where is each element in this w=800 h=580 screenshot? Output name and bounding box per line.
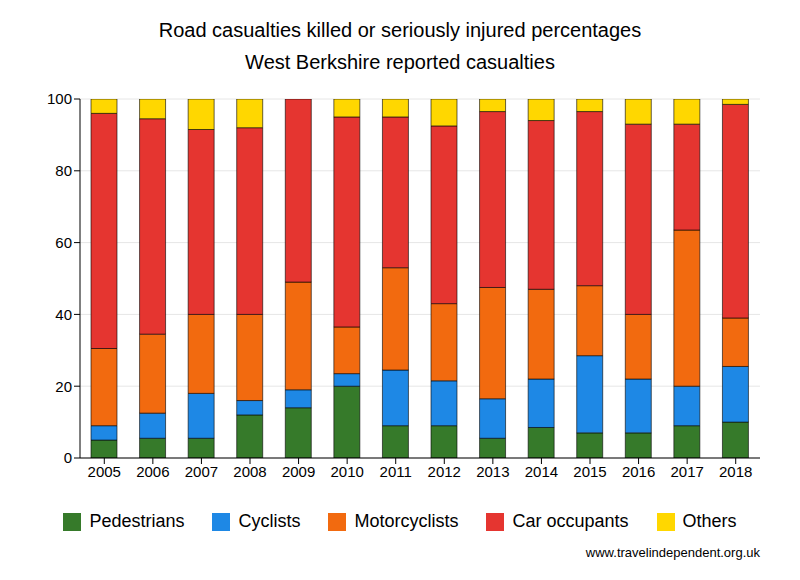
svg-text:2007: 2007 [185, 463, 218, 480]
svg-text:0: 0 [64, 449, 72, 466]
html-text:Cyclists: Cyclists [238, 511, 301, 531]
svg-text:60: 60 [55, 234, 72, 251]
svg-text:80: 80 [55, 162, 72, 179]
html-text:Others: Others [682, 511, 737, 531]
svg-text:2011: 2011 [380, 463, 412, 480]
svg-text:2012: 2012 [428, 463, 461, 480]
svg-text:20: 20 [55, 378, 72, 395]
svg-text:2017: 2017 [670, 463, 703, 480]
svg-text:2015: 2015 [573, 463, 606, 480]
html-text:Car occupants: Car occupants [512, 511, 629, 531]
svg-text:2010: 2010 [330, 463, 363, 480]
html-text:Pedestrians: Pedestrians [89, 511, 185, 531]
svg-text:2008: 2008 [233, 463, 266, 480]
svg-text:100: 100 [47, 90, 72, 107]
svg-text:2013: 2013 [476, 463, 509, 480]
html-text:www.travelindependent.org.uk: www.travelindependent.org.uk [585, 545, 760, 560]
svg-text:40: 40 [55, 306, 72, 323]
svg-text:2016: 2016 [622, 463, 655, 480]
svg-text:2014: 2014 [525, 463, 558, 480]
svg-text:2018: 2018 [719, 463, 752, 480]
html-text:Motorcyclists: Motorcyclists [354, 511, 459, 531]
svg-text:2005: 2005 [88, 463, 121, 480]
html-text:Road casualties killed or seri: Road casualties killed or seriously inju… [158, 19, 642, 41]
svg-text:2009: 2009 [282, 463, 315, 480]
html-text:West Berkshire reported casual: West Berkshire reported casualties [245, 51, 555, 73]
svg-text:2006: 2006 [136, 463, 169, 480]
